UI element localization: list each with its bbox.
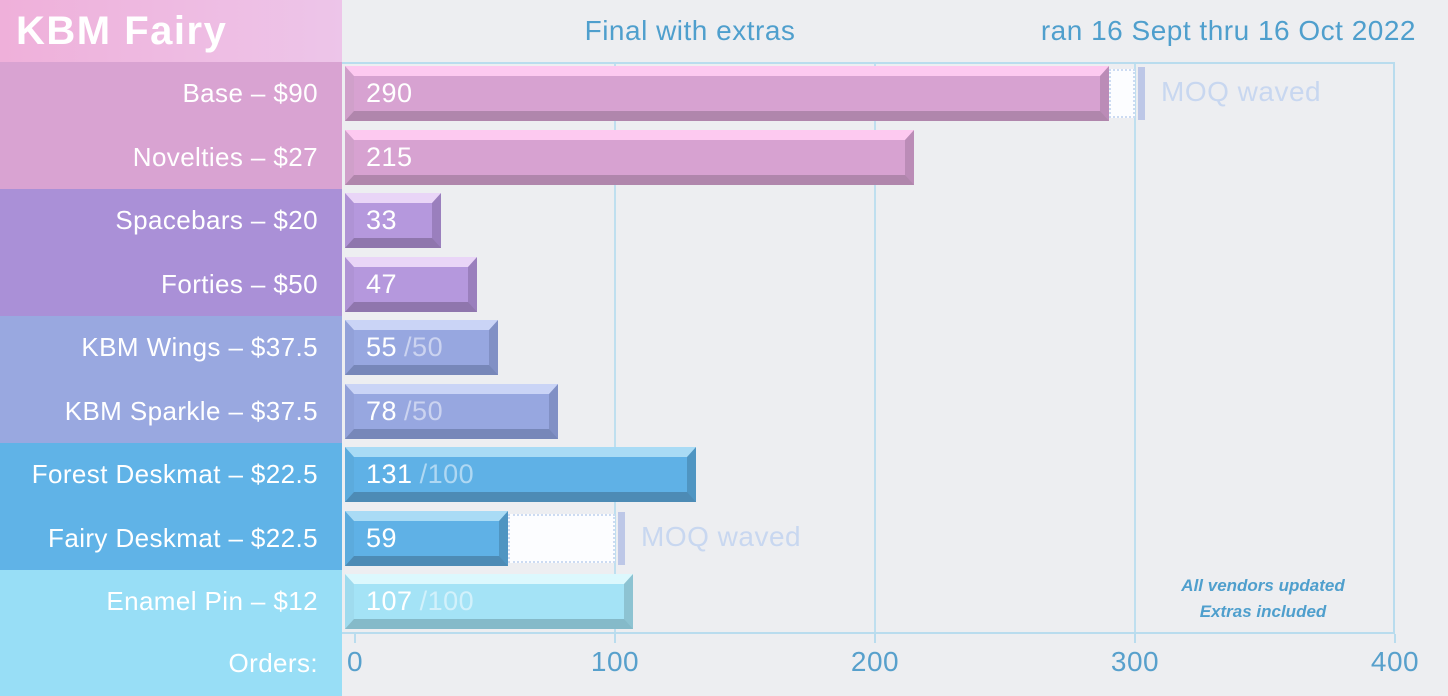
sidebar-row-5: KBM Sparkle – $37.5 <box>0 379 342 444</box>
orders-row-bg <box>0 634 342 696</box>
sidebar-row-3: Forties – $50 <box>0 252 342 317</box>
moq-marker <box>1138 67 1145 120</box>
bar-moq-suffix: /50 <box>404 332 444 363</box>
moq-ghost-box <box>1109 69 1135 118</box>
sidebar-item-label: KBM Wings – $37.5 <box>81 332 318 363</box>
moq-waved-label: MOQ waved <box>641 520 802 552</box>
bar-value: 290 <box>366 78 413 108</box>
x-axis-label: Orders: <box>228 648 318 678</box>
x-tick-label: 300 <box>1110 646 1160 677</box>
x-tick <box>1134 634 1136 643</box>
title-block <box>0 0 342 62</box>
chart-date-note: ran 16 Sept thru 16 Oct 2022 <box>1040 15 1416 46</box>
moq-waved-label: MOQ waved <box>1161 76 1322 107</box>
sidebar-row-2: Spacebars – $20 <box>0 189 342 254</box>
footnote-line-2: Extras included <box>1199 602 1327 622</box>
sidebar-item-label: Enamel Pin – $12 <box>106 586 318 617</box>
x-tick <box>1394 634 1396 643</box>
sidebar-row-6: Forest Deskmat – $22.5 <box>0 443 342 508</box>
gridline-300 <box>1134 64 1136 632</box>
sidebar-item-label: Forties – $50 <box>161 268 318 299</box>
x-tick <box>354 634 356 643</box>
sidebar: KBM Fairy Base – $90 Novelties – $27 Space… <box>0 0 342 696</box>
sidebar-item-label: KBM Sparkle – $37.5 <box>64 395 318 426</box>
x-tick-label: 0 <box>346 646 364 677</box>
sidebar-item-label: Base – $90 <box>182 78 318 108</box>
sidebar-item-label: Spacebars – $20 <box>115 205 318 236</box>
bar-value: 59 <box>366 522 398 553</box>
sidebar-row-0: Base – $90 <box>0 62 342 127</box>
bar-row-1: 215 <box>345 129 914 185</box>
x-tick-label: 100 <box>590 646 640 677</box>
sidebar-row-8: Enamel Pin – $12 <box>0 570 342 635</box>
footnote: All vendors updated Extras included <box>1181 573 1344 626</box>
bar-moq-suffix: /100 <box>419 459 475 490</box>
bar-row-4: 55/50 <box>345 320 498 376</box>
x-tick-label: 400 <box>1370 646 1420 677</box>
bar-moq-suffix: /50 <box>404 395 444 426</box>
bar-value: 78/50 <box>366 395 444 426</box>
sidebar-item-label: Fairy Deskmat – $22.5 <box>48 522 318 553</box>
x-tick <box>614 634 616 643</box>
bar-value: 47 <box>366 268 398 299</box>
bar-value: 107/100 <box>366 586 475 617</box>
bar-value: 215 <box>366 141 413 172</box>
bar-row-0: 290 <box>345 66 1109 121</box>
x-tick-label: 200 <box>850 646 900 677</box>
sidebar-row-1: Novelties – $27 <box>0 125 342 190</box>
gridline-200 <box>874 64 876 632</box>
moq-marker <box>618 511 625 565</box>
bar-row-7: 59 <box>345 510 509 566</box>
page-title: KBM Fairy <box>16 9 228 53</box>
bar-value: 131/100 <box>366 459 475 490</box>
bar-moq-suffix: /100 <box>419 586 475 617</box>
sidebar-item-label: Forest Deskmat – $22.5 <box>31 459 318 490</box>
bar-row-2: 33 <box>345 193 441 249</box>
bar-row-5: 78/50 <box>345 383 558 439</box>
bar-row-3: 47 <box>345 256 478 312</box>
bar-row-6: 131/100 <box>345 447 696 503</box>
bar-row-8: 107/100 <box>345 574 634 630</box>
x-tick <box>874 634 876 643</box>
bar-value: 33 <box>366 205 398 236</box>
sidebar-row-7: Fairy Deskmat – $22.5 <box>0 506 342 572</box>
bar-value: 55/50 <box>366 332 444 363</box>
moq-ghost-box <box>508 513 615 563</box>
chart-area: Final with extras ran 16 Sept thru 16 Oc… <box>342 0 1448 696</box>
sidebar-row-4: KBM Wings – $37.5 <box>0 316 342 381</box>
plot-area <box>342 62 1395 634</box>
gridline-100 <box>614 64 616 632</box>
footnote-line-1: All vendors updated <box>1181 576 1345 595</box>
chart-subtitle: Final with extras <box>584 15 796 46</box>
sidebar-item-label: Novelties – $27 <box>132 141 318 172</box>
